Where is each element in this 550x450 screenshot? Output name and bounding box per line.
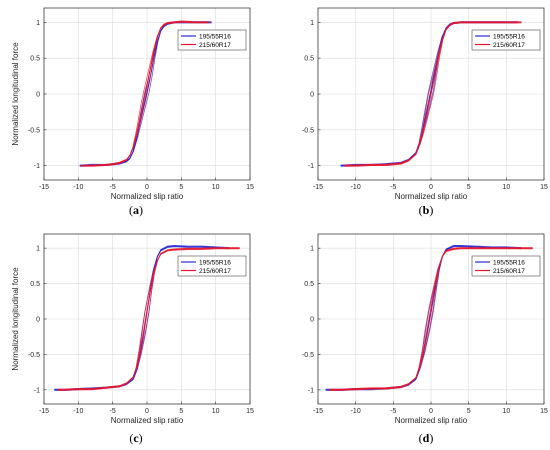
chart-panel-a: -15 -10 -5 0 5 10 15 -1 -0.5 0 0.5 1 Normalized slip… [11, 7, 254, 217]
x-tick-label: -10 [73, 184, 83, 191]
legend-label-0: 195/55R16 [493, 33, 525, 40]
x-tick-label: 10 [502, 184, 510, 191]
x-tick-label: 0 [145, 408, 149, 415]
x-axis-label: Normalized slip ratio [395, 192, 468, 201]
x-tick-label: 15 [540, 184, 548, 191]
panel-caption: (a) [129, 203, 143, 217]
x-tick-label: -15 [313, 184, 323, 191]
x-tick-label: 5 [179, 184, 183, 191]
y-tick-label: 0.5 [304, 56, 314, 63]
x-tick-label: 0 [429, 408, 433, 415]
series-line-1 [57, 247, 240, 391]
y-tick-label: -0.5 [28, 127, 40, 134]
y-axis-label: Normalized longitudinal force [11, 42, 20, 146]
y-tick-label: -1 [308, 387, 314, 394]
y-tick-label: -1 [308, 163, 314, 170]
x-tick-label: -15 [313, 408, 323, 415]
x-tick-label: 15 [246, 184, 254, 191]
series-line-1 [344, 22, 522, 167]
y-tick-label: 0.5 [30, 281, 40, 288]
series-line-1 [81, 20, 209, 166]
x-tick-label: -15 [39, 184, 49, 191]
panel-caption: (b) [419, 203, 434, 217]
y-tick-label: 0.5 [30, 56, 40, 63]
panel-caption: (c) [129, 431, 142, 445]
chart-panel-b: -15 -10 -5 0 5 10 15 -1 -0.5 0 0.5 1 Normalized slip… [302, 7, 548, 217]
series-line-1 [81, 22, 209, 167]
x-tick-label: 15 [246, 408, 254, 415]
series-line-1 [344, 21, 522, 167]
y-tick-label: 1 [310, 20, 314, 27]
x-tick-label: -5 [110, 408, 116, 415]
series-line-1 [57, 247, 240, 390]
x-tick-label: -10 [351, 184, 361, 191]
y-tick-label: -0.5 [302, 127, 314, 134]
legend-label-0: 195/55R16 [493, 259, 525, 266]
x-tick-label: -5 [390, 408, 396, 415]
x-tick-label: -15 [39, 408, 49, 415]
y-tick-label: 0 [310, 92, 314, 99]
y-tick-label: 0.5 [304, 281, 314, 288]
y-tick-label: -0.5 [28, 352, 40, 359]
x-tick-label: -5 [390, 184, 396, 191]
y-tick-label: -0.5 [302, 352, 314, 359]
legend-label-0: 195/55R16 [199, 259, 231, 266]
y-tick-label: 0 [36, 317, 40, 324]
series-line-1 [329, 247, 533, 390]
panel-caption: (d) [419, 431, 434, 445]
y-axis-label: Normalized longitudinal force [11, 267, 20, 371]
x-tick-label: 5 [467, 408, 471, 415]
x-tick-label: 0 [429, 184, 433, 191]
series-line-1 [329, 248, 533, 391]
y-tick-label: 1 [36, 246, 40, 253]
x-tick-label: 15 [540, 408, 548, 415]
series-line-0 [79, 22, 212, 167]
series-line-1 [57, 248, 240, 391]
x-axis-label: Normalized slip ratio [111, 416, 184, 425]
y-tick-label: 0 [310, 317, 314, 324]
legend-label-1: 215/60R17 [493, 42, 525, 49]
x-tick-label: 10 [502, 408, 510, 415]
x-tick-label: 5 [467, 184, 471, 191]
x-tick-label: -10 [73, 408, 83, 415]
x-tick-label: -10 [351, 408, 361, 415]
x-tick-label: 10 [212, 184, 220, 191]
y-tick-label: 1 [310, 246, 314, 253]
legend-label-1: 215/60R17 [493, 268, 525, 275]
legend-label-0: 195/55R16 [199, 33, 231, 40]
y-tick-label: -1 [34, 163, 40, 170]
legend-label-1: 215/60R17 [199, 42, 231, 49]
y-tick-label: 0 [36, 92, 40, 99]
series-line-1 [81, 21, 209, 167]
x-tick-label: -5 [110, 184, 116, 191]
x-axis-label: Normalized slip ratio [111, 192, 184, 201]
chart-panel-c: -15 -10 -5 0 5 10 15 -1 -0.5 0 0.5 1 Normalized slip… [11, 233, 254, 445]
chart-panel-d: -15 -10 -5 0 5 10 15 -1 -0.5 0 0.5 1 Normalized slip… [302, 233, 548, 445]
x-tick-label: 0 [145, 184, 149, 191]
legend-label-1: 215/60R17 [199, 268, 231, 275]
y-tick-label: -1 [34, 387, 40, 394]
x-tick-label: 5 [179, 408, 183, 415]
series-line-1 [344, 21, 522, 166]
x-tick-label: 10 [212, 408, 220, 415]
series-line-1 [329, 247, 533, 391]
y-tick-label: 1 [36, 20, 40, 27]
x-axis-label: Normalized slip ratio [395, 416, 468, 425]
